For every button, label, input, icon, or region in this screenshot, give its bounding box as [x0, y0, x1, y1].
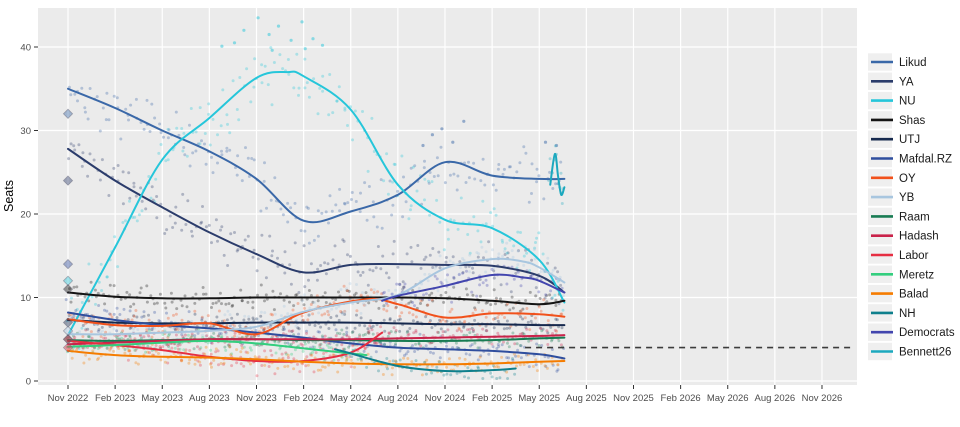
x-tick-label: Aug 2024: [378, 393, 419, 404]
x-tick-label: Nov 2025: [613, 393, 654, 404]
legend-label: Bennett26: [899, 347, 951, 359]
legend-label: NH: [899, 308, 916, 320]
legend-item-shas: Shas: [868, 111, 925, 129]
x-tick-label: Nov 2022: [48, 393, 89, 404]
trend-line-ya: [67, 147, 566, 294]
legend-label: YA: [899, 76, 914, 88]
trend-line-utj: [67, 319, 566, 327]
x-tick-label: Feb 2023: [95, 393, 135, 404]
legend-item-nh: NH: [868, 304, 916, 322]
y-tick-label: 40: [20, 43, 31, 54]
legend-item-ya: YA: [868, 72, 914, 90]
trend-line-nh: [334, 348, 517, 373]
x-axis: Nov 2022 Feb 2023 May 2023 Aug 2023 Nov 2023…: [48, 385, 843, 404]
trend-line-nu: [67, 70, 566, 337]
legend-item-utj: UTJ: [868, 130, 920, 148]
legend-label: YB: [899, 192, 915, 204]
trend-line-yb: [67, 257, 566, 336]
legend-label: Mafdal.RZ: [899, 154, 952, 166]
y-axis-title: Seats: [2, 180, 16, 212]
trend-line-bennett26: [549, 152, 566, 197]
legend-label: Likud: [899, 57, 927, 69]
legend-item-yb: YB: [868, 188, 915, 206]
trend-line-democrats: [381, 273, 566, 302]
trend-line-meretz: [67, 339, 368, 357]
legend-item-balad: Balad: [868, 284, 928, 303]
x-tick-label: Nov 2023: [236, 393, 277, 404]
legend-label: Democrats: [899, 327, 955, 339]
legend-item-labor: Labor: [868, 246, 929, 264]
trend-line-shas: [67, 291, 566, 306]
x-tick-label: Nov 2024: [425, 393, 466, 404]
scatter-points-likud: [67, 85, 563, 245]
election-diamond-ya: [62, 175, 74, 186]
x-tick-label: May 2023: [141, 393, 183, 404]
election-result-markers: [62, 108, 74, 353]
election-diamond-labor: [62, 342, 74, 353]
x-tick-label: Feb 2024: [284, 393, 324, 404]
legend: Likud YA NU Shas UTJ Mafdal.RZ OY YB Raam Hadash L…: [868, 53, 955, 361]
legend-item-bennett26: Bennett26: [868, 342, 951, 361]
x-tick-label: Aug 2023: [189, 393, 230, 404]
y-axis: 0 10 20 30 40: [20, 43, 38, 388]
x-tick-label: Aug 2026: [755, 393, 796, 404]
x-tick-label: Aug 2025: [566, 393, 607, 404]
legend-item-democrats: Democrats: [868, 323, 955, 341]
x-tick-label: Feb 2025: [472, 393, 512, 404]
y-tick-label: 10: [20, 293, 31, 304]
trend-line-likud: [67, 87, 566, 224]
y-tick-label: 30: [20, 126, 31, 137]
legend-label: Balad: [899, 289, 928, 301]
x-tick-label: Nov 2026: [802, 393, 843, 404]
legend-label: Labor: [899, 250, 929, 262]
legend-label: Hadash: [899, 231, 939, 243]
x-tick-label: May 2025: [518, 393, 560, 404]
legend-item-mafdal-rz: Mafdal.RZ: [868, 149, 952, 168]
legend-label: NU: [899, 96, 916, 108]
y-tick-label: 0: [26, 377, 31, 388]
legend-item-nu: NU: [868, 91, 916, 110]
legend-item-raam: Raam: [868, 207, 930, 226]
legend-label: Shas: [899, 115, 925, 127]
legend-label: OY: [899, 173, 916, 185]
election-diamond-shas: [62, 283, 74, 295]
x-tick-label: Feb 2026: [661, 393, 701, 404]
plot-panel: [38, 8, 857, 385]
trend-line-balad: [67, 349, 566, 366]
legend-item-hadash: Hadash: [868, 227, 939, 245]
legend-item-meretz: Meretz: [868, 265, 934, 283]
election-diamond-mafdal-rz: [62, 258, 74, 270]
x-tick-label: May 2026: [707, 393, 749, 404]
election-diamond-utj: [62, 317, 74, 328]
y-tick-label: 20: [20, 210, 31, 221]
trend-line-hadash: [67, 334, 566, 346]
plot-area: [62, 16, 566, 380]
legend-label: Meretz: [899, 269, 934, 281]
election-diamond-hadash: [62, 334, 74, 345]
election-diamond-yb: [62, 325, 74, 337]
legend-item-oy: OY: [868, 169, 916, 187]
legend-item-likud: Likud: [868, 53, 927, 71]
election-diamond-likud: [62, 108, 74, 119]
x-tick-label: May 2024: [330, 393, 372, 404]
legend-label: UTJ: [899, 134, 920, 146]
election-diamond-nu: [62, 275, 74, 286]
scatter-points-ya: [67, 142, 563, 306]
legend-label: Raam: [899, 211, 930, 223]
